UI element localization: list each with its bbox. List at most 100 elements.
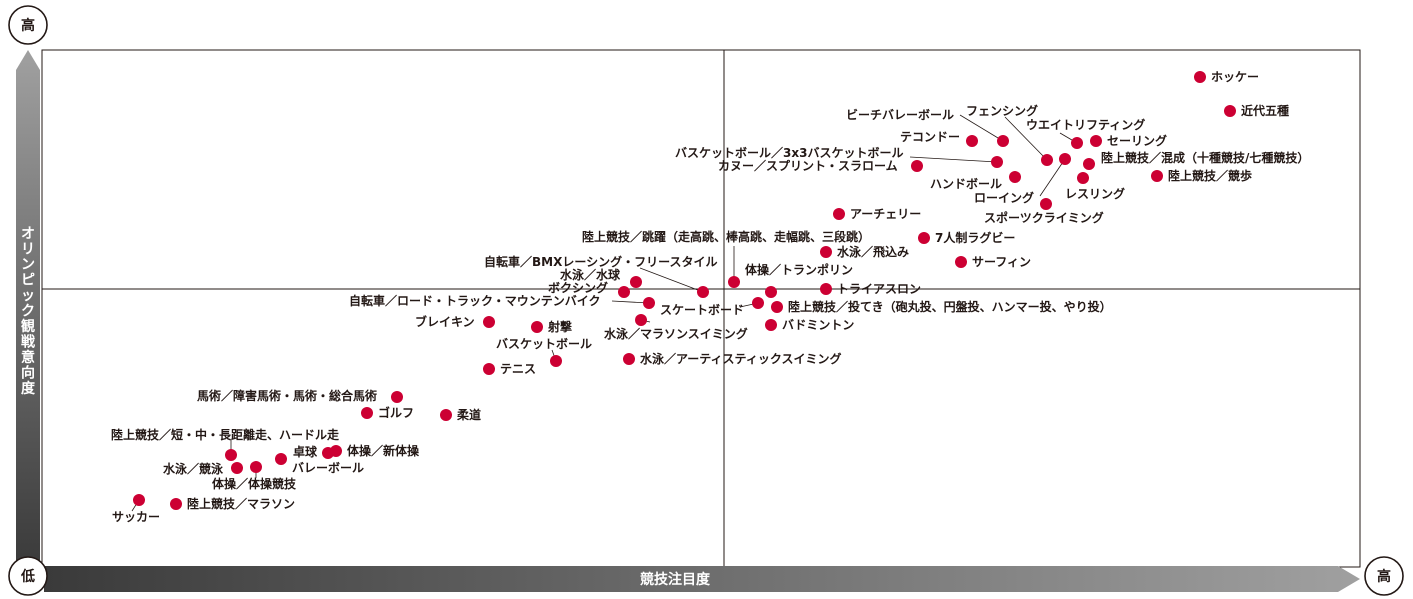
point-label: ローイング (974, 190, 1034, 205)
x-high-label: 高 (1377, 568, 1391, 585)
x-axis-arrow (44, 566, 1360, 592)
point-label: カヌー／スプリント・スラローム (718, 158, 898, 173)
data-point (991, 156, 1003, 168)
data-point (1090, 135, 1102, 147)
point-label: 馬術／障害馬術・馬術・総合馬術 (197, 388, 377, 403)
point-label: フェンシング (966, 103, 1038, 118)
data-point (440, 409, 452, 421)
data-point (275, 453, 287, 465)
data-point (697, 286, 709, 298)
point-label: ゴルフ (378, 405, 414, 420)
data-point (1041, 154, 1053, 166)
point-label: スポーツクライミング (984, 210, 1104, 225)
point-label: 柔道 (456, 407, 481, 422)
data-point (531, 321, 543, 333)
point-label: テコンドー (900, 130, 960, 144)
point-label: セーリング (1107, 133, 1167, 148)
point-label: 陸上競技／マラソン (187, 496, 295, 511)
data-point (1071, 137, 1083, 149)
data-point (483, 363, 495, 375)
data-point (250, 461, 262, 473)
point-label: ハンドボール (930, 176, 1002, 191)
data-point (643, 297, 655, 309)
data-point (1077, 172, 1089, 184)
leader-line (959, 114, 1004, 142)
point-label: ビーチバレーボール (846, 107, 954, 122)
origin-low-label: 低 (20, 568, 35, 585)
data-point (752, 297, 764, 309)
point-label: 水泳／アーティスティックスイミング (640, 351, 841, 366)
data-point (765, 319, 777, 331)
data-point (1040, 198, 1052, 210)
point-label: サッカー (112, 510, 160, 524)
point-label: トライアスロン (837, 282, 921, 296)
point-label: 陸上競技／跳躍（走高跳、棒高跳、走幅跳、三段跳） (582, 229, 870, 244)
point-label: 自転車／BMXレーシング・フリースタイル (484, 254, 718, 269)
y-high-label: 高 (21, 17, 35, 34)
point-label: 陸上競技／投てき（砲丸投、円盤投、ハンマー投、やり投） (788, 299, 1112, 314)
point-label: ブレイキン (415, 314, 475, 329)
point-label: 体操／新体操 (347, 443, 420, 458)
point-label: ホッケー (1211, 70, 1259, 84)
data-point (231, 462, 243, 474)
data-point (322, 447, 334, 459)
point-label: バスケットボール／3x3バスケットボール (675, 145, 903, 160)
data-point (635, 314, 647, 326)
data-point (820, 246, 832, 258)
point-label: 体操／体操競技 (212, 476, 297, 491)
data-point (361, 407, 373, 419)
data-point (771, 301, 783, 313)
point-label: 陸上競技／混成（十種競技/七種競技） (1101, 150, 1309, 165)
leader-line (1004, 116, 1048, 161)
point-label: 陸上競技／競歩 (1168, 168, 1252, 183)
point-label: アーチェリー (850, 207, 921, 221)
data-point (833, 208, 845, 220)
point-label: バレーボール (292, 460, 364, 475)
point-label: 射撃 (547, 319, 572, 334)
point-label: 自転車／ロード・トラック・マウンテンバイク (349, 293, 601, 308)
leader-line (611, 300, 650, 304)
point-label: 水泳／飛込み (837, 244, 909, 259)
point-label: 水泳／マラソンスイミング (604, 326, 748, 341)
data-point (911, 160, 923, 172)
y-axis-arrow (16, 50, 40, 567)
data-point (483, 316, 495, 328)
data-point (630, 276, 642, 288)
x-high-badge (1364, 556, 1404, 596)
data-point (918, 232, 930, 244)
data-point (225, 449, 237, 461)
data-point (1083, 158, 1095, 170)
data-point (820, 283, 832, 295)
point-label: 卓球 (293, 444, 318, 459)
data-point (1059, 153, 1071, 165)
y-high-badge (8, 5, 48, 45)
data-point (170, 498, 182, 510)
data-point (623, 353, 635, 365)
leader-line (909, 156, 998, 163)
point-label: レスリング (1065, 186, 1125, 201)
data-point (133, 494, 145, 506)
point-label: テニス (500, 362, 536, 376)
point-label: サーフィン (972, 255, 1031, 269)
data-point (765, 286, 777, 298)
point-label: 水泳／水球 (560, 267, 621, 282)
data-point (966, 135, 978, 147)
point-label: バドミントン (782, 318, 854, 332)
data-point (550, 355, 562, 367)
data-points (133, 71, 1236, 510)
point-label: バスケットボール (496, 336, 592, 351)
data-point (391, 391, 403, 403)
leader-line (639, 267, 704, 293)
point-label: 体操／トランポリン (745, 262, 853, 277)
data-point (1151, 170, 1163, 182)
point-label: 7人制ラグビー (935, 230, 1015, 245)
data-point (997, 135, 1009, 147)
data-point (728, 276, 740, 288)
data-point (1224, 105, 1236, 117)
origin-low-badge (8, 556, 48, 596)
x-axis-title: 競技注目度 (640, 571, 711, 588)
data-point (618, 286, 630, 298)
point-label: 水泳／競泳 (163, 461, 224, 476)
